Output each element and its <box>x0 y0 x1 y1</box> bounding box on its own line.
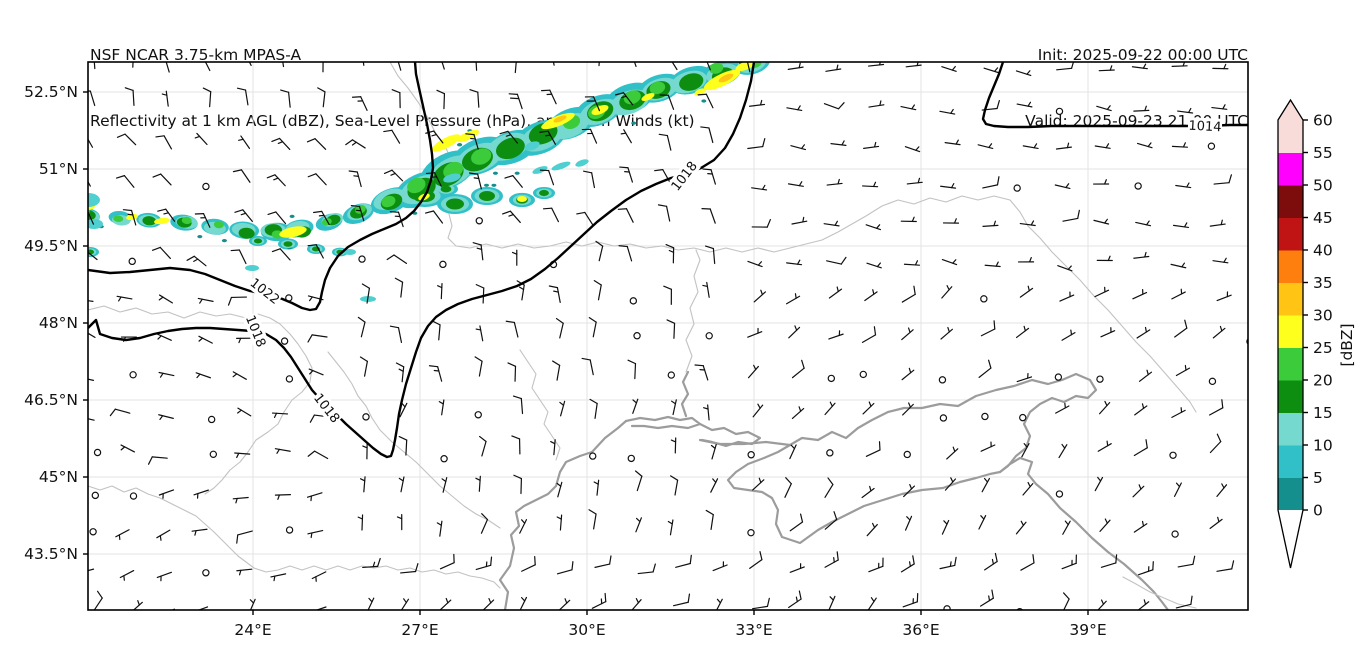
y-tick-label: 45°N <box>39 468 78 486</box>
geo-borders <box>88 62 1197 610</box>
x-axis: 24°E 27°E 30°E 33°E 36°E 39°E <box>234 610 1107 639</box>
reflectivity-band <box>88 62 771 302</box>
colorbar-tick-label: 10 <box>1313 437 1333 455</box>
x-tick-label: 30°E <box>568 621 605 639</box>
y-tick-label: 51°N <box>39 160 78 178</box>
pressure-contour-1022 <box>88 62 435 312</box>
contour-label: 1022 <box>246 274 284 308</box>
x-tick-label: 39°E <box>1069 621 1106 639</box>
y-tick-label: 49.5°N <box>24 237 78 255</box>
contour-label: 1014 <box>1187 117 1223 136</box>
colorbar-tick-label: 50 <box>1313 177 1333 195</box>
x-tick-label: 24°E <box>234 621 271 639</box>
colorbar-tick-label: 25 <box>1313 339 1333 357</box>
wind-barbs <box>88 62 1248 610</box>
axes: 24°E 27°E 30°E 33°E 36°E 39°E 52.5°N 51°N 49.5°N… <box>24 61 1249 639</box>
contour-label: 1018 <box>667 157 701 195</box>
colorbar-tick-label: 55 <box>1313 144 1333 162</box>
y-tick-label: 43.5°N <box>24 545 78 563</box>
title-model-line: NSF NCAR 3.75-km MPAS-A <box>90 46 302 64</box>
contour-label: 1018 <box>310 389 344 427</box>
x-tick-label: 27°E <box>401 621 438 639</box>
svg-text:1014: 1014 <box>1188 119 1222 136</box>
y-axis: 52.5°N 51°N 49.5°N 48°N 46.5°N 45°N 43.5°N <box>24 83 88 563</box>
colorbar-tick-label: 0 <box>1313 502 1323 520</box>
y-tick-label: 48°N <box>39 314 78 332</box>
colorbar: 0 5 10 15 20 25 30 35 40 45 50 55 60 [dBZ] <box>1277 98 1356 569</box>
y-tick-label: 52.5°N <box>24 83 78 101</box>
y-tick-label: 46.5°N <box>24 391 78 409</box>
x-tick-label: 33°E <box>735 621 772 639</box>
pressure-contour-1018 <box>88 62 756 459</box>
colorbar-tick-label: 45 <box>1313 209 1333 227</box>
x-tick-label: 36°E <box>902 621 939 639</box>
colorbar-tick-label: 5 <box>1313 469 1323 487</box>
colorbar-unit-label: [dBZ] <box>1338 323 1356 366</box>
colorbar-tick-label: 15 <box>1313 404 1333 422</box>
colorbar-tick-label: 20 <box>1313 372 1333 390</box>
pressure-contour-1014 <box>981 62 1248 129</box>
colorbar-tick-label: 35 <box>1313 274 1333 292</box>
colorbar-tick-label: 60 <box>1313 112 1333 130</box>
init-time: Init: 2025-09-22 00:00 UTC <box>1037 46 1248 64</box>
colorbar-tick-label: 40 <box>1313 242 1333 260</box>
colorbar-tick-label: 30 <box>1313 307 1333 325</box>
